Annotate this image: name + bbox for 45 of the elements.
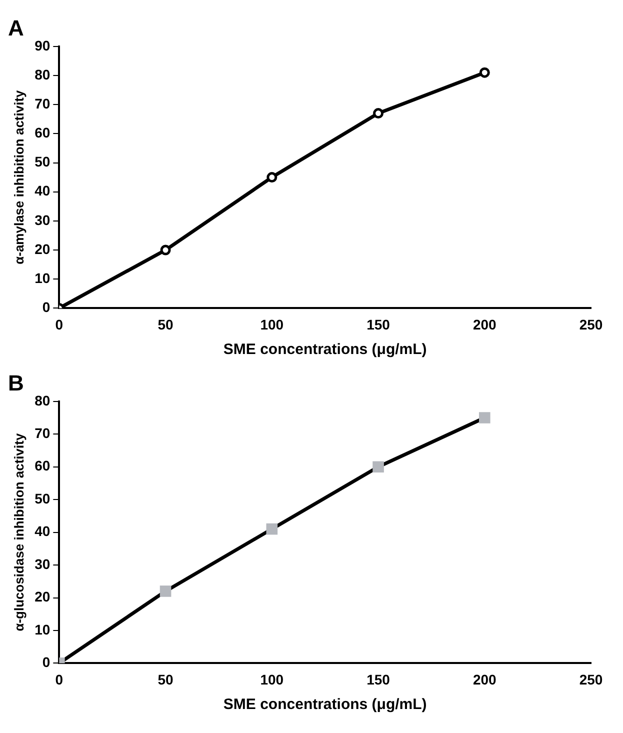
point — [160, 586, 172, 597]
y-tick-label: 60 — [34, 124, 50, 141]
y-tick-label: 90 — [34, 37, 50, 54]
y-tick-label: 10 — [34, 621, 50, 638]
point — [479, 67, 490, 78]
x-tick-label: 250 — [579, 316, 603, 332]
x-tick-label: 200 — [472, 671, 497, 688]
y-tick-label: 80 — [34, 66, 50, 82]
x-tick-label: 0 — [55, 316, 64, 332]
y-tick-label: 30 — [34, 212, 50, 228]
point — [266, 172, 278, 183]
x-tick-label: 50 — [158, 671, 174, 688]
point — [372, 461, 384, 473]
y-axis-title: α-glucosidase inhibition activity — [11, 432, 26, 632]
y-tick-label: 30 — [34, 556, 50, 572]
point — [478, 412, 490, 424]
x-tick-label: 200 — [472, 316, 497, 332]
chart-title: A — [8, 15, 24, 40]
y-tick-label: 70 — [34, 95, 50, 112]
y-tick-label: 40 — [34, 523, 50, 540]
y-tick-label: 20 — [34, 240, 50, 257]
x-tick-label: 0 — [55, 671, 64, 688]
y-tick-label: 0 — [42, 654, 50, 670]
point — [160, 244, 171, 256]
y-tick-label: 10 — [34, 270, 50, 286]
point — [373, 108, 384, 119]
y-tick-label: 60 — [34, 458, 50, 474]
x-tick-label: 50 — [158, 316, 174, 332]
y-tick-label: 20 — [34, 588, 50, 605]
x-axis-title: SME concentrations (μg/mL) — [223, 341, 427, 358]
x-tick-label: 100 — [260, 316, 284, 332]
x-axis-title: SME concentrations (μg/mL) — [223, 696, 427, 714]
y-tick-label: 70 — [34, 424, 50, 441]
x-tick-label: 150 — [366, 671, 390, 688]
y-tick-label: 0 — [42, 299, 50, 316]
y-tick-label: 40 — [34, 182, 50, 199]
x-tick-label: 150 — [366, 316, 390, 332]
x-tick-label: 100 — [260, 671, 284, 688]
x-tick-label: 250 — [579, 671, 603, 688]
chart-title: B — [8, 370, 24, 396]
y-tick-label: 50 — [34, 154, 50, 170]
y-axis-title: α-amylase inhibition activity — [11, 89, 26, 264]
y-tick-label: 80 — [34, 392, 50, 408]
y-tick-label: 50 — [34, 490, 50, 506]
point — [266, 523, 278, 535]
